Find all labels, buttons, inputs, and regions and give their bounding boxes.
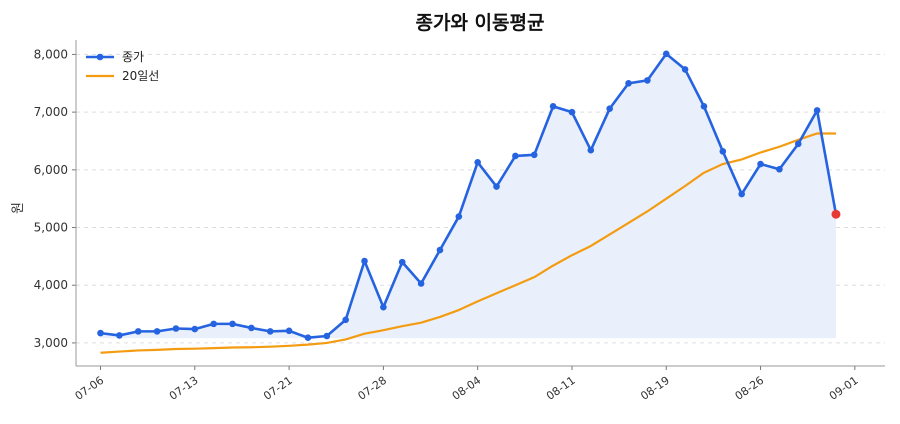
close-data-point: [644, 77, 651, 84]
close-data-point: [474, 159, 481, 166]
close-area-fill: [100, 53, 836, 339]
close-data-point: [436, 246, 444, 254]
close-data-point: [776, 165, 783, 173]
axes: [72, 40, 885, 370]
x-tick-label: 07-13: [167, 374, 201, 403]
close-data-point: [606, 105, 613, 112]
series-layer: [97, 50, 841, 354]
close-data-point: [266, 328, 274, 335]
close-data-point: [361, 257, 368, 265]
close-data-point: [172, 325, 180, 332]
close-data-point: [549, 103, 557, 110]
close-data-point: [398, 258, 406, 266]
close-data-point: [719, 148, 727, 155]
close-data-point: [493, 183, 500, 190]
close-data-point: [700, 103, 708, 110]
close-data-point: [285, 327, 293, 335]
close-data-point: [455, 213, 463, 220]
x-tick-label: 07-21: [261, 374, 295, 403]
close-data-point: [191, 325, 199, 333]
y-tick-label: 6,000: [34, 163, 68, 177]
close-data-point: [116, 332, 123, 339]
y-tick-label: 8,000: [34, 47, 68, 61]
y-tick-label: 7,000: [34, 105, 68, 119]
close-data-point: [512, 152, 519, 160]
close-data-point: [662, 50, 670, 58]
close-data-point: [248, 324, 255, 332]
close-data-point: [380, 303, 387, 311]
close-data-point: [417, 280, 425, 287]
y-axis-label: 원: [11, 202, 26, 214]
legend-close-label: 종가: [122, 50, 144, 64]
x-tick-label: 07-28: [355, 374, 389, 403]
close-data-point: [304, 334, 312, 342]
x-tick-label: 08-19: [638, 374, 672, 403]
close-data-point: [813, 107, 821, 114]
y-tick-label: 4,000: [34, 278, 68, 292]
y-tick-label: 5,000: [34, 221, 68, 235]
legend-close-marker: [96, 53, 104, 61]
close-data-point: [134, 328, 142, 335]
area-fill-layer: [100, 53, 836, 339]
x-tick-label: 08-11: [544, 374, 578, 403]
close-data-point: [530, 151, 538, 159]
y-tick-label: 3,000: [34, 336, 68, 350]
last-close-point: [831, 209, 841, 219]
close-data-point: [153, 328, 161, 335]
legend-ma-label: 20일선: [122, 69, 159, 83]
close-data-point: [757, 160, 764, 168]
ma20-series-line: [100, 132, 836, 354]
close-data-point: [625, 79, 632, 87]
legend: 종가 20일선: [86, 50, 159, 83]
x-tick-label: 09-01: [827, 374, 861, 403]
close-series-line: [100, 52, 838, 340]
x-tick-label: 08-04: [450, 374, 484, 403]
close-data-point: [587, 146, 595, 154]
close-data-point: [229, 320, 236, 328]
close-data-point: [323, 332, 331, 340]
x-tick-label: 08-26: [733, 374, 767, 403]
close-data-point: [210, 320, 217, 328]
close-data-point: [794, 140, 802, 148]
x-tick-label: 07-06: [73, 374, 107, 403]
close-data-point: [738, 190, 745, 198]
close-data-point: [342, 316, 349, 324]
close-data-point: [681, 66, 689, 73]
chart-title: 종가와 이동평균: [416, 12, 545, 34]
close-data-point: [97, 329, 104, 337]
close-data-point: [568, 108, 576, 116]
